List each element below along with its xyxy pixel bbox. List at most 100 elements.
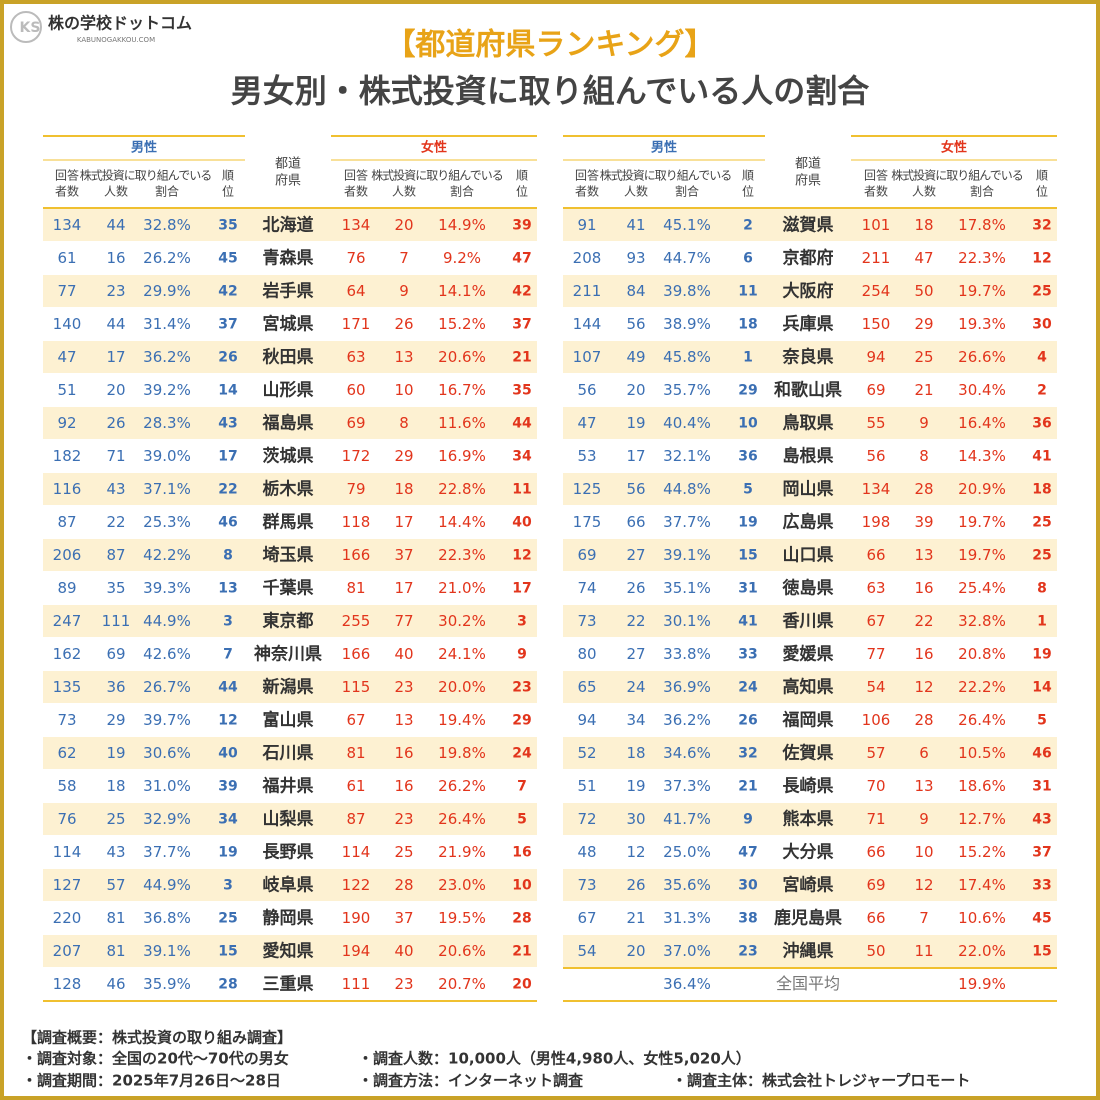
cell: 39.0% [143,447,191,465]
cell: 25 [914,348,933,366]
cell: 14.3% [958,447,1006,465]
cell: 50 [866,942,885,960]
cell: 19.7% [958,513,1006,531]
cell: 19.7% [958,546,1006,564]
cell: 16 [394,777,413,795]
cell: 33 [1032,878,1051,894]
col-header: 株式投資に取り組んでいる [600,168,731,183]
cell: 69 [866,876,885,894]
cell: 7 [399,249,409,267]
cell: 37 [394,909,413,927]
prefecture: 山口県 [783,546,834,566]
cell: 45 [1032,911,1051,927]
cell: 18.6% [958,777,1006,795]
title-line2: 男女別・株式投資に取り組んでいる人の割合 [231,72,869,110]
cell: 93 [626,249,645,267]
cell: 76 [57,810,76,828]
cell: 21 [626,909,645,927]
cell: 25 [1032,515,1051,531]
cell: 37.7% [143,843,191,861]
cell: 31.0% [143,777,191,795]
cell: 111 [102,612,131,630]
col-header: 府県 [795,174,821,189]
cell: 15 [1032,944,1051,960]
cell: 39 [914,513,933,531]
col-header: 順 [1036,169,1048,183]
cell: 26.2% [438,777,486,795]
cell: 19.5% [438,909,486,927]
cell: 37.0% [663,942,711,960]
cell: 18 [1032,482,1051,498]
cell: 39.7% [143,711,191,729]
cell: 255 [342,612,371,630]
col-header: 回答 [55,168,79,183]
cell: 92 [57,414,76,432]
cell: 14.4% [438,513,486,531]
cell: 5 [743,482,753,498]
cell: 63 [866,579,885,597]
cell: 41 [1032,449,1051,465]
cell: 39.2% [143,381,191,399]
prefecture: 岡山県 [783,480,834,500]
cell: 8 [399,414,409,432]
cell: 37 [218,317,237,333]
cell: 52 [577,744,596,762]
col-header: 割合 [155,184,179,199]
row-band [43,275,537,307]
cell: 22.0% [958,942,1006,960]
prefecture: 岩手県 [262,281,314,302]
cell: 32 [738,746,757,762]
cell: 198 [862,513,891,531]
cell: 37.1% [143,480,191,498]
cell: 107 [573,348,602,366]
cell: 11 [512,482,531,498]
cell: 18 [106,777,125,795]
cell: 19 [738,515,757,531]
cell: 61 [57,249,76,267]
cell: 43 [106,480,125,498]
cell: 172 [342,447,371,465]
cell: 39 [512,218,531,234]
cell: 144 [573,315,602,333]
cell: 45.1% [663,216,711,234]
col-header: 人数 [392,184,416,199]
cell: 66 [866,909,885,927]
row-band [43,671,537,703]
cell: 10 [738,416,758,432]
cell: 22 [626,612,645,630]
cell: 26.6% [958,348,1006,366]
cell: 15.2% [438,315,486,333]
cell: 211 [573,282,602,300]
prefecture: 山梨県 [263,809,314,830]
cell: 22.3% [438,546,486,564]
note: ・調査方法：インターネット調査 [358,1072,584,1090]
cell: 39.1% [143,942,191,960]
cell: 56 [626,480,645,498]
cell: 18 [914,216,933,234]
cell: 91 [577,216,596,234]
cell: 94 [866,348,885,366]
cell: 23 [512,680,531,696]
cell: 64 [346,282,365,300]
cell: 17 [512,581,531,597]
cell: 35.1% [663,579,711,597]
prefecture: 青森県 [263,248,314,269]
cell: 10 [512,878,532,894]
cell: 150 [862,315,891,333]
col-header: 回答 [864,168,888,183]
cell: 25 [394,843,413,861]
cell: 166 [342,546,371,564]
cell: 10.5% [958,744,1006,762]
cell: 115 [342,678,371,696]
cell: 11 [914,942,933,960]
note: ・調査期間：2025年7月26日～28日 [22,1072,281,1090]
cell: 56 [577,381,596,399]
cell: 116 [53,480,82,498]
cell: 25 [1032,284,1051,300]
prefecture: 福島県 [262,413,314,434]
prefecture: 北海道 [263,215,314,236]
cell: 35.9% [143,975,191,993]
prefecture: 千葉県 [263,578,314,599]
cell: 34 [512,449,532,465]
row-band [563,803,1057,835]
